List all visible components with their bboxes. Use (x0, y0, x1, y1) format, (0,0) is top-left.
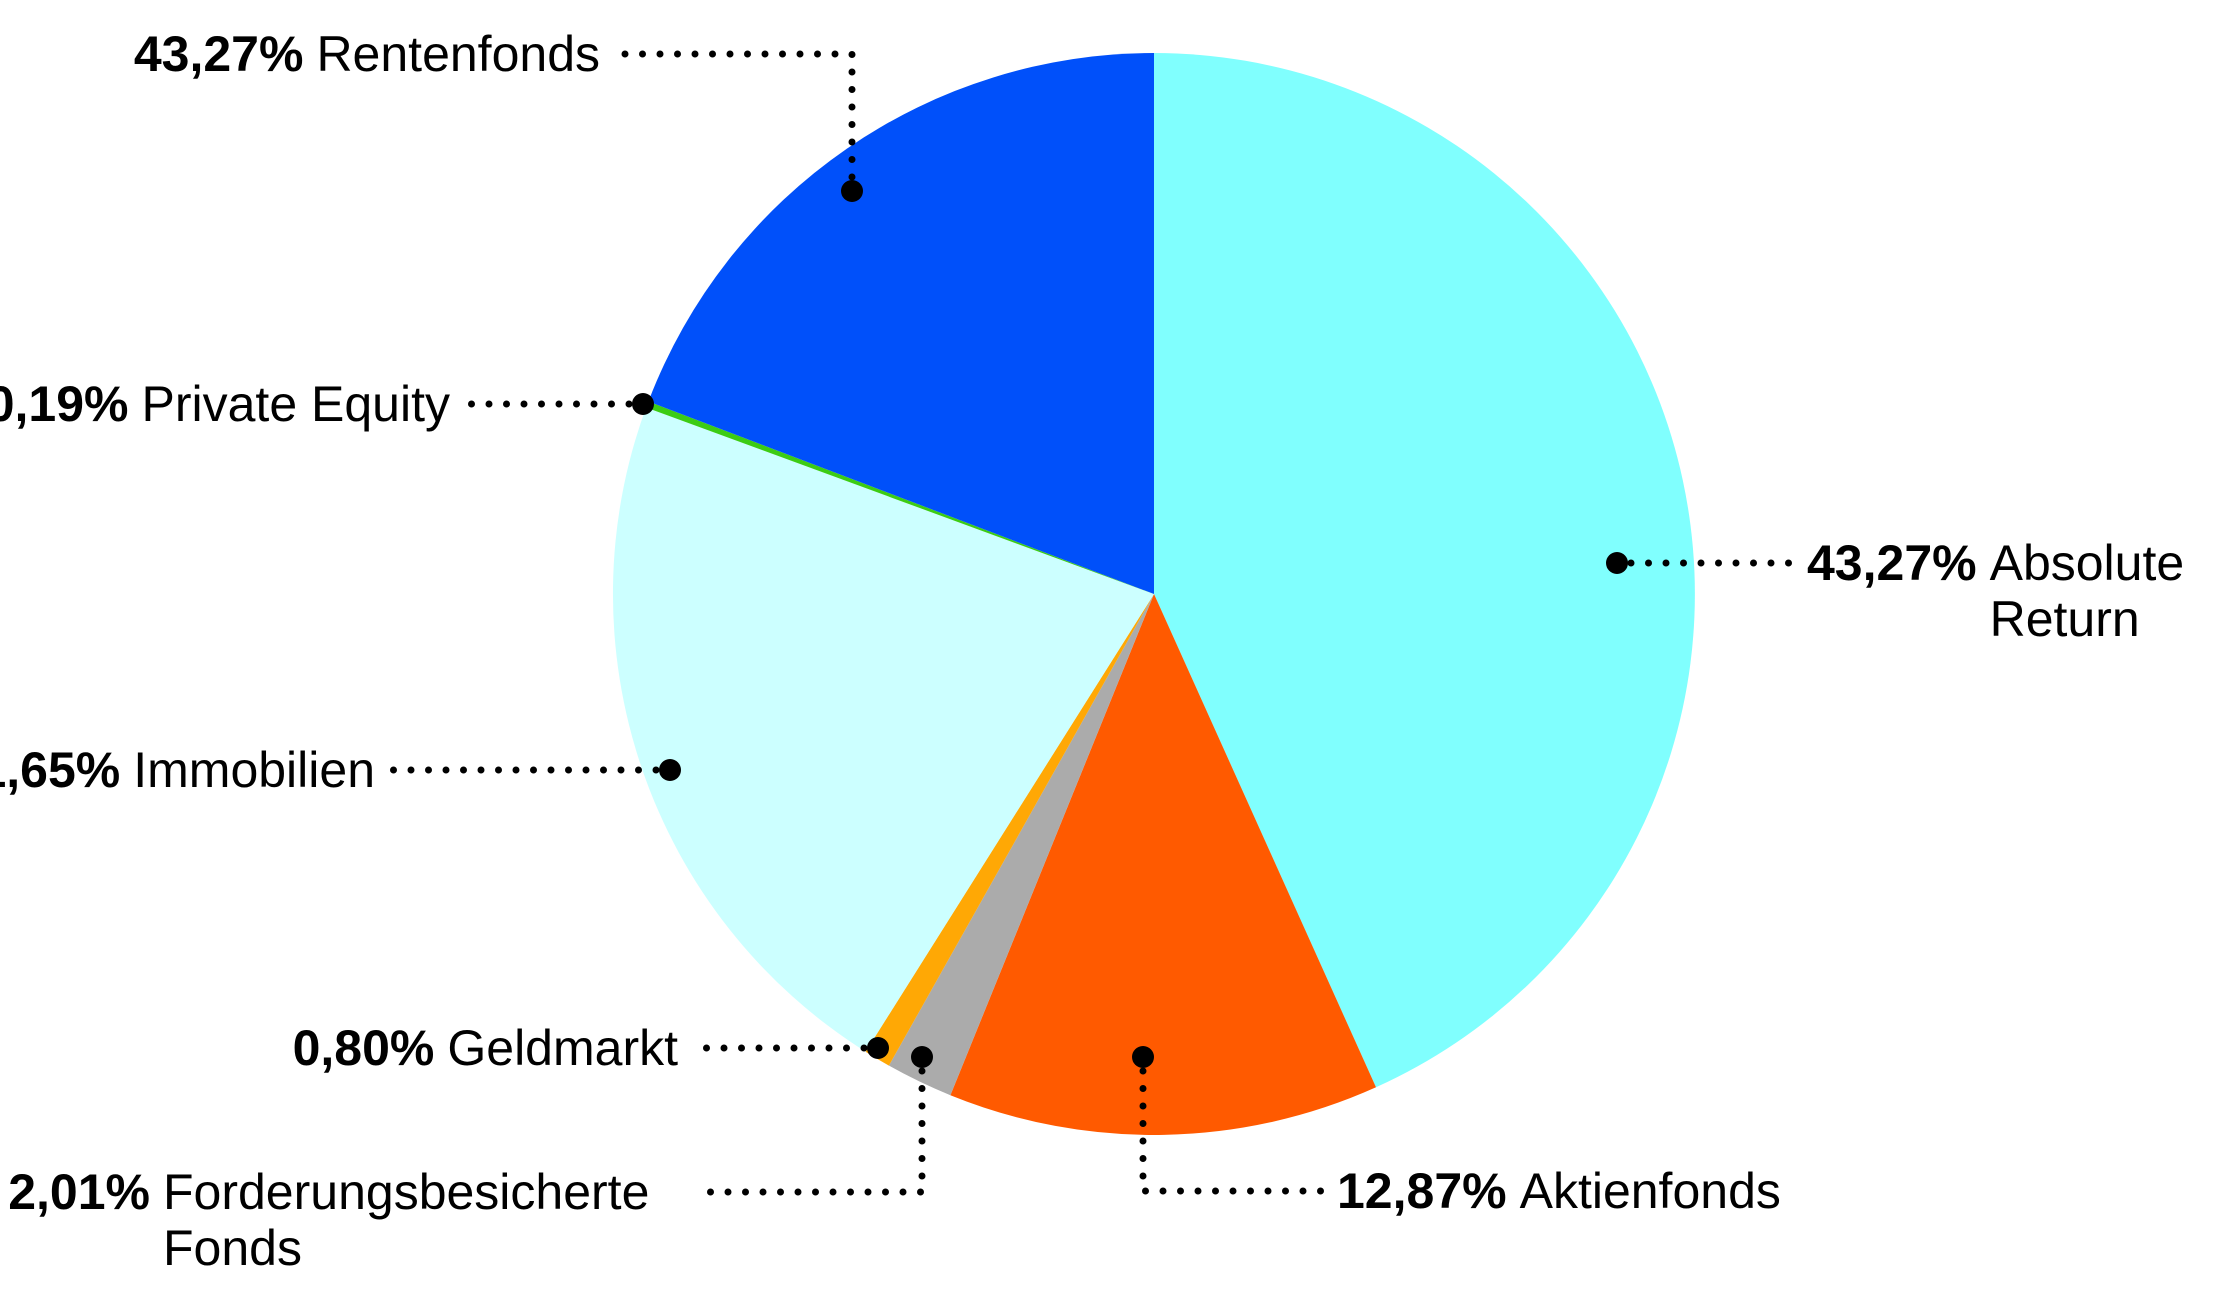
leader-line-rentenfonds (612, 50, 856, 181)
label-absolute-return: 43,27% Absolute Return (1807, 535, 2213, 647)
label-aktienfonds-percent: 12,87% (1337, 1163, 1507, 1219)
leader-dot-immobilien (659, 759, 681, 781)
label-absolute-return-name: Absolute Return (1989, 535, 2185, 647)
label-forderungsbesicherte-fonds-percent: 2,01% (8, 1164, 150, 1220)
label-aktienfonds-name: Aktienfonds (1519, 1163, 1781, 1219)
label-rentenfonds: 43,27% Rentenfonds (134, 26, 600, 82)
label-geldmarkt-percent: 0,80% (292, 1020, 435, 1076)
label-geldmarkt-name: Geldmarkt (447, 1020, 678, 1076)
label-immobilien: 21,65% Immobilien (0, 742, 375, 798)
label-immobilien-percent: 21,65% (0, 742, 121, 798)
label-private-equity-name: Private Equity (141, 376, 450, 432)
label-rentenfonds-name: Rentenfonds (316, 26, 600, 82)
pie-slice-absolute-return (1154, 53, 1695, 1088)
pie-slice-immobilien (612, 407, 1154, 1052)
pie-slice-aktienfonds (950, 594, 1376, 1135)
pie-slice-forderungsbesicherte-fonds (888, 594, 1154, 1096)
label-aktienfonds: 12,87% Aktienfonds (1337, 1163, 1781, 1219)
label-private-equity: 0,19% Private Equity (0, 376, 450, 432)
leader-dot-aktienfonds (1132, 1046, 1154, 1068)
label-immobilien-name: Immobilien (133, 742, 375, 798)
label-geldmarkt: 0,80% Geldmarkt (293, 1020, 678, 1076)
leader-line-forderungsbesicherte-fonds (695, 1067, 926, 1196)
leader-dot-absolute-return (1606, 552, 1628, 574)
leader-dot-private-equity (632, 393, 654, 415)
label-private-equity-percent: 0,19% (0, 376, 129, 432)
pie-slice-geldmarkt (865, 594, 1154, 1066)
label-absolute-return-percent: 43,27% (1807, 535, 1977, 591)
pie-slice-rentenfonds (648, 53, 1154, 594)
pie-slice-private-equity (646, 401, 1154, 594)
label-rentenfonds-percent: 43,27% (133, 26, 304, 82)
label-forderungsbesicherte-fonds-name: Forderungsbesicherte Fonds (163, 1164, 650, 1276)
leader-dot-forderungsbesicherte-fonds (911, 1046, 933, 1068)
leader-line-aktienfonds (1139, 1067, 1331, 1195)
leader-dot-geldmarkt (867, 1037, 889, 1059)
label-forderungsbesicherte-fonds: 2,01% Forderungsbesicherte Fonds (8, 1164, 683, 1276)
leader-dot-rentenfonds (841, 180, 863, 202)
